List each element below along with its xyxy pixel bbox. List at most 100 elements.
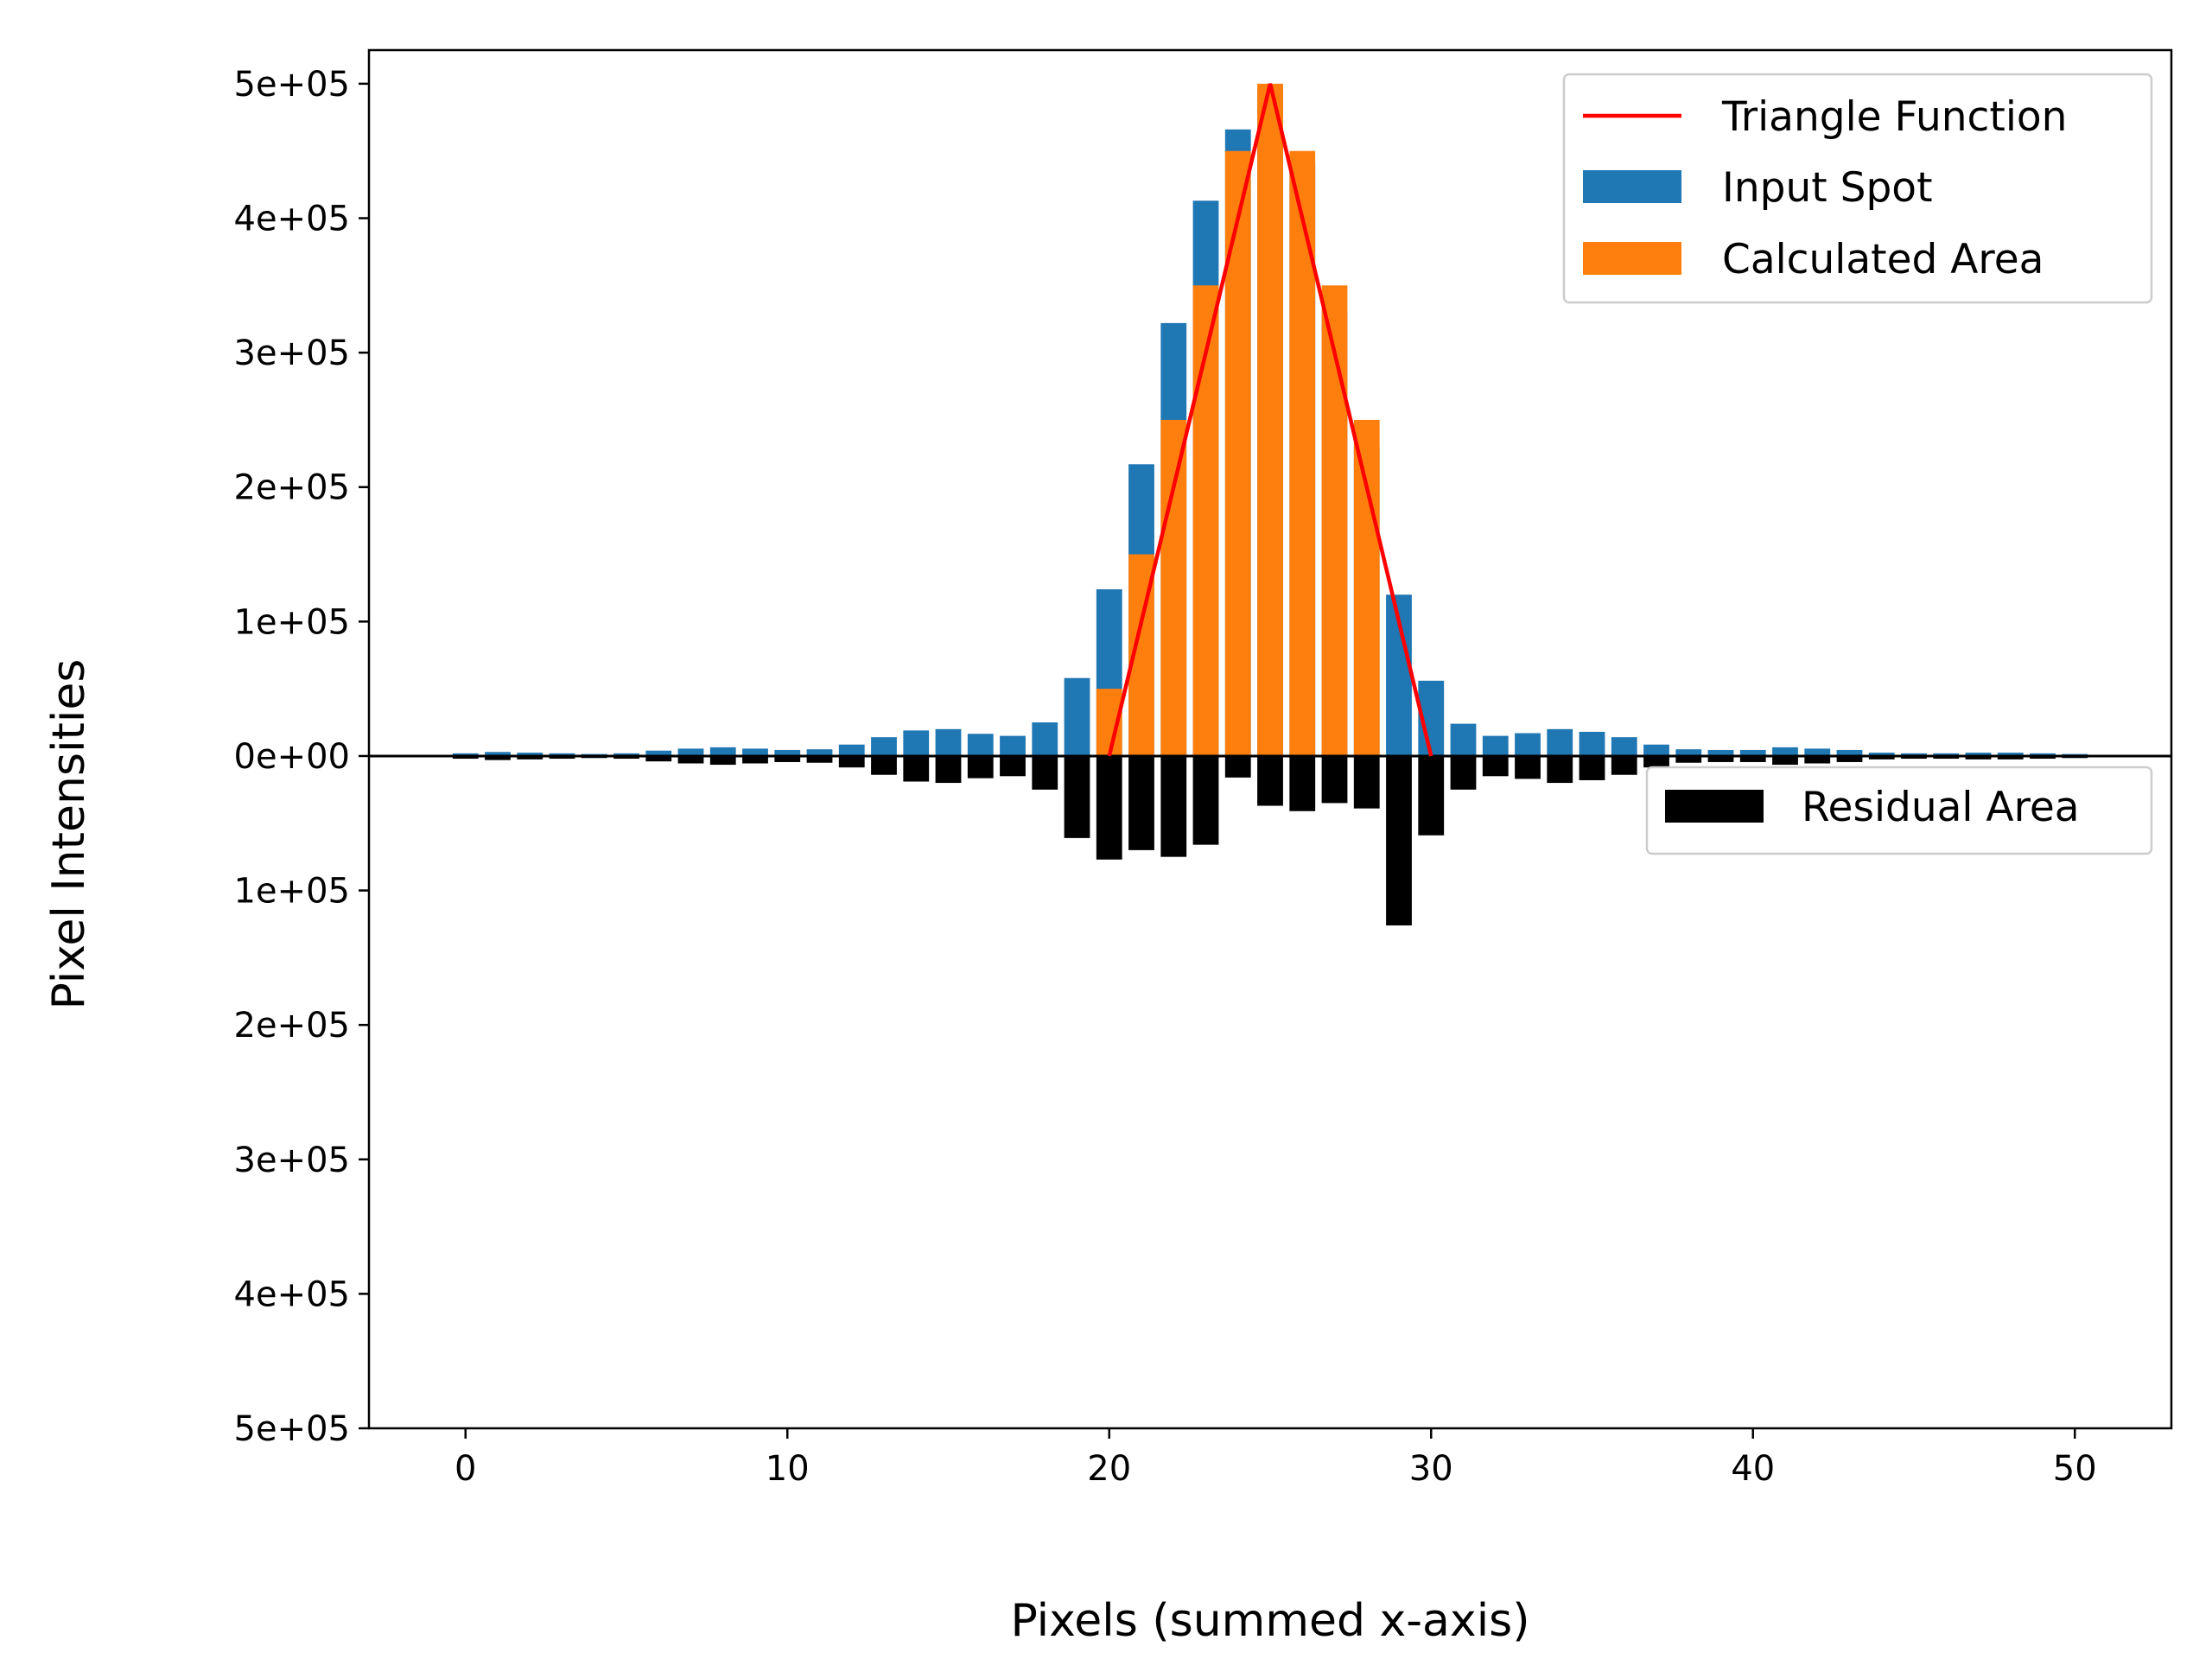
axes-frame	[367, 48, 2173, 1430]
input-spot-bar	[1868, 753, 1895, 756]
x-axis-ticks: 0 10 20 30 40 50	[454, 1428, 2097, 1489]
residual-area-bar	[1772, 755, 1798, 766]
input-spot-bar	[709, 747, 736, 756]
residual-area-bar	[742, 755, 768, 764]
calculated-area-bar	[1160, 419, 1187, 756]
residual-area-bar	[1192, 755, 1219, 845]
input-spot-bar	[1611, 737, 1637, 756]
residual-area-bar	[1418, 755, 1445, 836]
residual-area-bar	[677, 755, 704, 764]
residual-area-bar	[1032, 755, 1058, 790]
legend-lower-frame	[1645, 766, 2153, 855]
input-spot-bar	[1482, 735, 1509, 756]
residual-area-bar	[1000, 755, 1026, 777]
input-spot-bar	[1707, 749, 1734, 756]
residual-area-bar	[1804, 755, 1831, 764]
calculated-area-series	[1096, 83, 1380, 756]
residual-area-bar	[1547, 755, 1573, 784]
input-spot-bar	[871, 737, 897, 756]
input-spot-bar	[452, 753, 479, 756]
y-tick-label: 1e+05	[234, 872, 350, 912]
calculated-area-bar	[1224, 150, 1251, 756]
input-spot-bar	[967, 734, 994, 756]
legend-lower: Residual Area	[1645, 766, 2153, 855]
legend-residual-area-label: Residual Area	[1802, 784, 2080, 831]
input-spot-bar	[935, 728, 962, 756]
residual-area-bar	[903, 755, 930, 782]
residual-area-bar	[1901, 755, 1927, 760]
input-spot-bar	[774, 749, 801, 756]
y-axis-ticks: 5e+05 4e+05 3e+05 2e+05 1e+05 0e+00 1e+05 2e+05…	[234, 65, 369, 1449]
residual-area-bar	[1224, 755, 1251, 778]
input-spot-bar	[1965, 753, 1992, 756]
calculated-area-bar	[1289, 150, 1316, 756]
x-tick-label: 50	[2053, 1449, 2097, 1489]
input-spot-bar	[806, 749, 833, 756]
input-spot-bar	[549, 753, 575, 756]
y-tick-label: 3e+05	[234, 1141, 350, 1180]
x-axis-label: Pixels (summed x-axis)	[1010, 1595, 1529, 1647]
input-spot-bar	[1032, 722, 1058, 756]
residual-area-bar	[1128, 755, 1154, 850]
y-tick-label: 4e+05	[234, 1274, 350, 1314]
calculated-area-bar	[1192, 285, 1219, 756]
residual-area-bar	[1611, 755, 1637, 775]
residual-area-bar	[645, 755, 672, 762]
input-spot-bar	[1804, 748, 1831, 756]
legend-input-spot-swatch	[1583, 170, 1681, 203]
residual-area-bar	[1160, 755, 1187, 857]
input-spot-bar	[1450, 723, 1477, 756]
input-spot-bar	[645, 750, 672, 756]
residual-area-series	[452, 755, 2088, 926]
residual-area-bar	[549, 755, 575, 760]
residual-area-bar	[774, 755, 801, 762]
x-tick-label: 40	[1731, 1449, 1775, 1489]
residual-area-bar	[2030, 755, 2056, 760]
residual-area-bar	[709, 755, 736, 766]
input-spot-bar	[613, 753, 639, 756]
residual-area-bar	[517, 755, 543, 760]
input-spot-bar	[1643, 744, 1669, 756]
residual-area-bar	[1836, 755, 1863, 762]
residual-area-bar	[1965, 755, 1992, 760]
legend-calculated-area-label: Calculated Area	[1722, 236, 2044, 283]
input-spot-bar	[485, 752, 511, 756]
residual-area-bar	[1450, 755, 1477, 790]
residual-area-bar	[485, 755, 511, 760]
input-spot-bar	[742, 748, 768, 756]
input-spot-bar	[1933, 753, 1960, 756]
input-spot-bar	[903, 730, 930, 756]
legend-upper: Triangle Function Input Spot Calculated …	[1562, 73, 2153, 304]
input-spot-bar	[1000, 735, 1026, 756]
input-spot-bar	[1547, 728, 1573, 756]
input-spot-bar	[1901, 753, 1927, 756]
residual-area-bar	[1933, 755, 1960, 760]
y-axis-label: Pixel Intensities	[43, 659, 95, 1010]
y-tick-label: 0e+00	[234, 737, 350, 777]
x-tick-label: 10	[766, 1449, 810, 1489]
input-spot-bar	[1579, 731, 1605, 756]
residual-area-bar	[1707, 755, 1734, 762]
y-tick-label: 5e+05	[234, 1409, 350, 1449]
x-tick-label: 30	[1409, 1449, 1453, 1489]
residual-area-bar	[1064, 755, 1090, 838]
input-spot-bar	[1997, 753, 2024, 756]
residual-area-bar	[1353, 755, 1380, 809]
input-spot-bar	[2030, 753, 2056, 756]
residual-area-bar	[871, 755, 897, 775]
calculated-area-bar	[1321, 285, 1348, 756]
residual-area-bar	[838, 755, 865, 768]
y-tick-label: 4e+05	[234, 200, 350, 239]
input-spot-bar	[1675, 749, 1702, 756]
residual-area-bar	[1868, 755, 1895, 760]
x-tick-label: 20	[1087, 1449, 1131, 1489]
input-spot-bar	[838, 744, 865, 756]
y-tick-label: 1e+05	[234, 602, 350, 642]
residual-area-bar	[967, 755, 994, 779]
residual-area-bar	[1515, 755, 1541, 779]
residual-area-bar	[1289, 755, 1316, 811]
residual-area-bar	[1997, 755, 2024, 760]
residual-area-bar	[1675, 755, 1702, 763]
residual-area-bar	[1739, 755, 1766, 762]
